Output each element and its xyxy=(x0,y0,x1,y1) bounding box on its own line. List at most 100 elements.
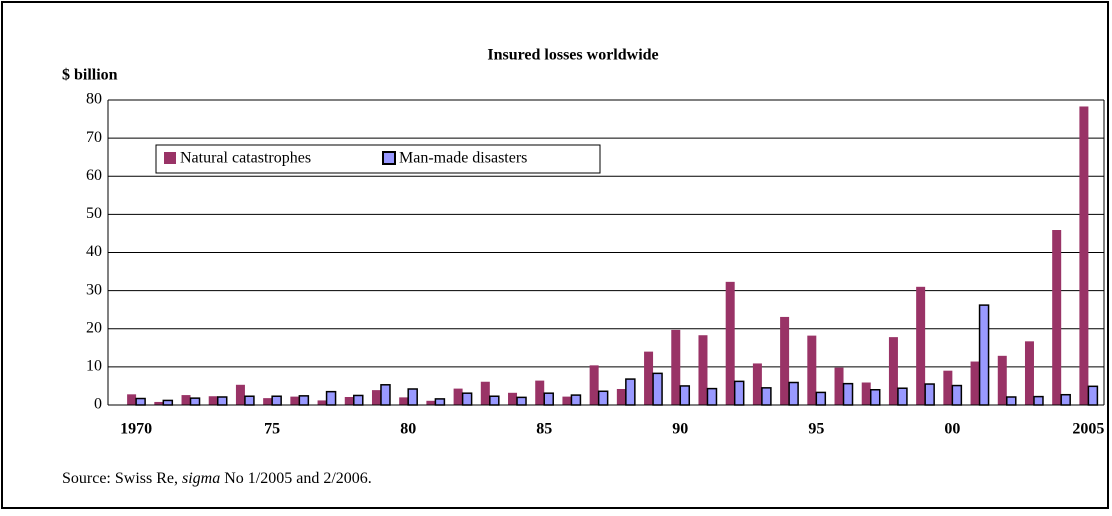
y-axis-label: $ billion xyxy=(62,67,118,84)
legend-box xyxy=(155,144,601,174)
source: Source: Swiss Re, sigma No 1/2005 and 2/… xyxy=(62,470,372,487)
bar xyxy=(698,335,708,405)
bar xyxy=(888,337,898,405)
bar xyxy=(1087,385,1099,406)
bar xyxy=(978,304,990,406)
bar xyxy=(1006,396,1017,406)
bar xyxy=(725,281,735,405)
bar xyxy=(535,380,545,405)
y-tick-label: 10 xyxy=(86,358,102,375)
x-tick-label: 95 xyxy=(808,421,824,438)
bar xyxy=(943,370,953,405)
bar xyxy=(380,384,391,406)
bar xyxy=(924,383,935,406)
legend-swatch xyxy=(164,152,176,164)
bar xyxy=(807,335,817,405)
bar xyxy=(1024,341,1034,405)
y-tick-label: 0 xyxy=(94,396,102,413)
legend-swatch xyxy=(382,151,396,165)
x-tick-label: 75 xyxy=(264,421,280,438)
bar xyxy=(353,394,364,406)
bar xyxy=(508,392,518,405)
bar xyxy=(154,401,164,405)
bar xyxy=(970,361,980,405)
bar xyxy=(271,395,282,406)
bar xyxy=(733,380,745,406)
bar xyxy=(761,387,772,406)
source-italic: sigma xyxy=(182,470,220,487)
bar xyxy=(407,388,418,406)
legend-label: Natural catastrophes xyxy=(180,150,311,167)
bar xyxy=(706,387,718,406)
x-tick-label: 00 xyxy=(944,421,960,438)
source-prefix: Source: Swiss Re, xyxy=(62,470,178,487)
bar xyxy=(461,392,473,406)
bar xyxy=(216,396,228,406)
bar xyxy=(589,365,599,405)
bar xyxy=(181,395,191,405)
bar xyxy=(644,351,654,405)
y-tick-label: 70 xyxy=(86,129,102,146)
bar xyxy=(916,286,926,405)
bar xyxy=(426,400,436,405)
y-tick-label: 30 xyxy=(86,281,102,298)
y-tick-label: 20 xyxy=(86,319,102,336)
bar xyxy=(1052,230,1062,405)
x-tick-label: 80 xyxy=(400,421,416,438)
bar xyxy=(752,363,762,405)
bar xyxy=(671,329,681,405)
bar xyxy=(298,395,310,406)
x-tick-label: 90 xyxy=(672,421,688,438)
bar xyxy=(489,395,500,406)
bar xyxy=(235,384,245,405)
bar xyxy=(869,389,881,406)
bar xyxy=(861,382,871,405)
bar xyxy=(834,367,844,405)
bar xyxy=(679,385,691,406)
y-tick-label: 50 xyxy=(86,205,102,222)
bar xyxy=(562,396,572,405)
bar xyxy=(453,388,463,405)
bar xyxy=(371,390,381,405)
bar xyxy=(997,355,1007,405)
bar xyxy=(951,384,963,406)
bar xyxy=(897,387,908,406)
bar xyxy=(616,388,626,405)
y-tick-label: 40 xyxy=(86,243,102,260)
bar xyxy=(480,381,490,405)
bar xyxy=(325,390,337,406)
y-tick-label: 60 xyxy=(86,167,102,184)
bar xyxy=(1079,106,1089,405)
legend-label: Man-made disasters xyxy=(399,150,527,167)
bar xyxy=(208,396,218,405)
bar xyxy=(344,396,354,405)
bar xyxy=(815,391,827,406)
bar xyxy=(516,396,527,406)
bar xyxy=(263,398,273,405)
bar xyxy=(127,394,137,405)
x-tick-label: 85 xyxy=(536,421,552,438)
bar xyxy=(1060,393,1071,406)
source-suffix: No 1/2005 and 2/2006. xyxy=(224,470,372,487)
chart-title: Insured losses worldwide xyxy=(487,47,658,64)
bar xyxy=(788,381,799,406)
bar xyxy=(652,372,663,406)
bar xyxy=(189,397,201,406)
bar xyxy=(543,392,554,406)
bar xyxy=(434,398,446,406)
bar xyxy=(780,316,790,405)
bar xyxy=(570,394,582,406)
bar xyxy=(625,378,636,406)
bar xyxy=(290,396,300,405)
y-tick-label: 80 xyxy=(86,91,102,108)
x-tick-label: 2005 xyxy=(1072,421,1104,438)
bar xyxy=(399,397,409,405)
x-tick-label: 1970 xyxy=(120,421,152,438)
bar xyxy=(244,395,255,406)
bar xyxy=(1033,395,1044,406)
bar xyxy=(842,382,854,406)
bar xyxy=(317,400,327,405)
bar xyxy=(162,399,174,406)
